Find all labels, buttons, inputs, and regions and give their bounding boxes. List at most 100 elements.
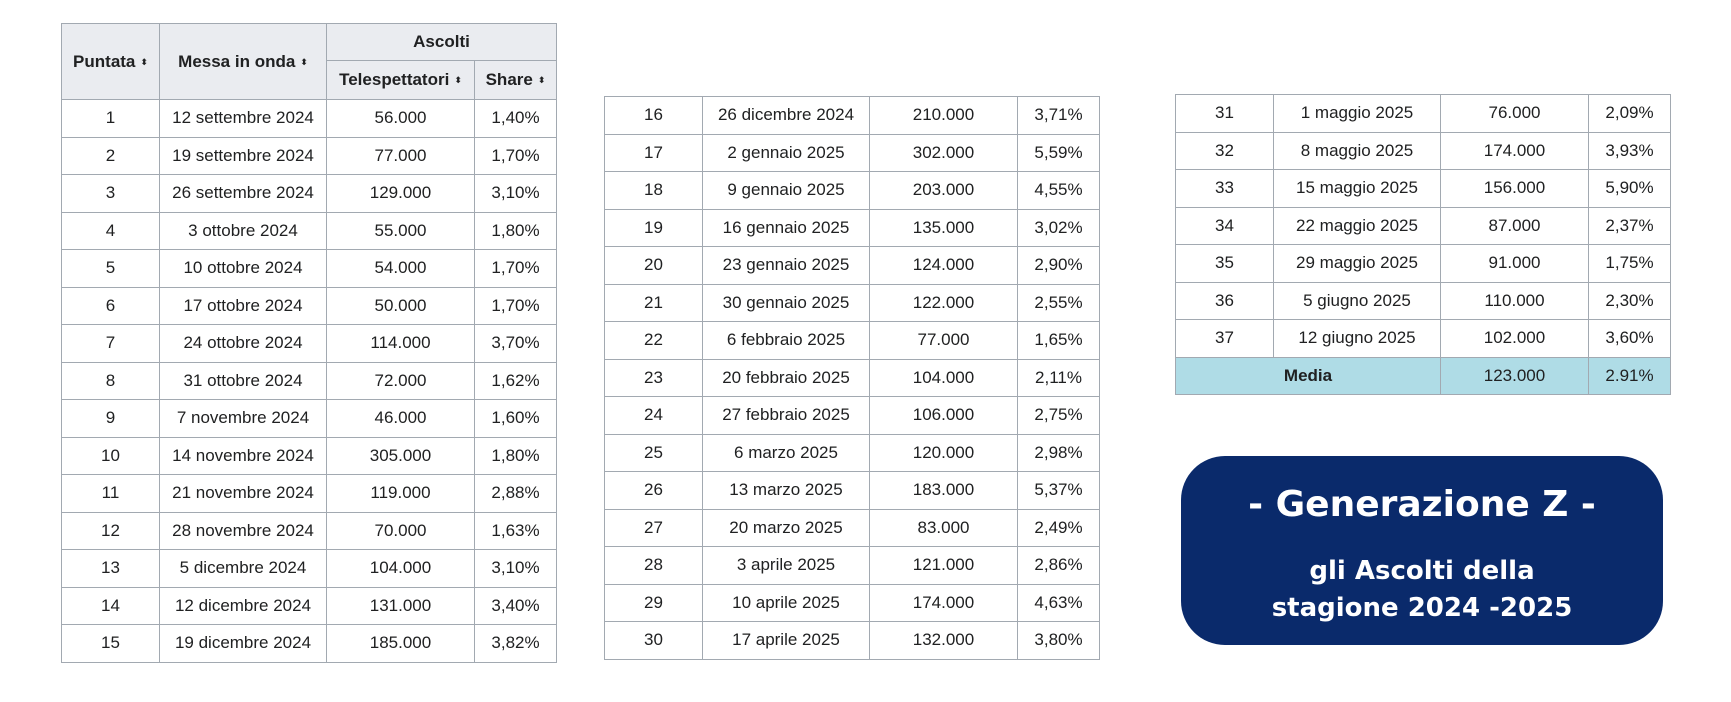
table-row: 29 10 aprile 2025 174.000 4,63% <box>604 583 1100 622</box>
cell-messa-in-onda: 23 gennaio 2025 <box>702 246 870 285</box>
column-header-label: Share <box>485 70 533 89</box>
cell-telespettatori: 185.000 <box>326 624 475 663</box>
average-viewers: 123.000 <box>1440 356 1589 395</box>
cell-telespettatori: 203.000 <box>869 171 1018 210</box>
cell-share: 2,09% <box>1588 94 1671 133</box>
table-row: 33 15 maggio 2025 156.000 5,90% <box>1175 169 1671 208</box>
cell-share: 1,63% <box>474 511 557 550</box>
table-row: 20 23 gennaio 2025 124.000 2,90% <box>604 246 1100 285</box>
cell-telespettatori: 305.000 <box>326 436 475 475</box>
cell-share: 2,86% <box>1017 546 1100 585</box>
cell-puntata: 3 <box>61 174 160 213</box>
title-banner: - Generazione Z - gli Ascolti della stag… <box>1181 456 1663 645</box>
cell-telespettatori: 54.000 <box>326 249 475 288</box>
cell-puntata: 22 <box>604 321 703 360</box>
cell-share: 3,80% <box>1017 621 1100 660</box>
cell-messa-in-onda: 22 maggio 2025 <box>1273 206 1441 245</box>
sort-icon[interactable]: ⬍ <box>454 75 462 86</box>
table-row: 17 2 gennaio 2025 302.000 5,59% <box>604 133 1100 172</box>
table-row: 14 12 dicembre 2024 131.000 3,40% <box>61 586 557 625</box>
cell-telespettatori: 122.000 <box>869 283 1018 322</box>
cell-telespettatori: 72.000 <box>326 361 475 400</box>
table-row: 19 16 gennaio 2025 135.000 3,02% <box>604 208 1100 247</box>
cell-messa-in-onda: 26 dicembre 2024 <box>702 96 870 135</box>
cell-telespettatori: 119.000 <box>326 474 475 513</box>
table-row: 2 19 settembre 2024 77.000 1,70% <box>61 136 557 175</box>
cell-telespettatori: 120.000 <box>869 433 1018 472</box>
column-header-label: Telespettatori <box>339 70 450 89</box>
cell-telespettatori: 302.000 <box>869 133 1018 172</box>
cell-share: 2,98% <box>1017 433 1100 472</box>
cell-messa-in-onda: 14 novembre 2024 <box>159 436 327 475</box>
cell-messa-in-onda: 12 dicembre 2024 <box>159 586 327 625</box>
table-row: 12 28 novembre 2024 70.000 1,63% <box>61 511 557 550</box>
cell-telespettatori: 77.000 <box>869 321 1018 360</box>
cell-telespettatori: 132.000 <box>869 621 1018 660</box>
cell-puntata: 15 <box>61 624 160 663</box>
cell-puntata: 33 <box>1175 169 1274 208</box>
average-share: 2.91% <box>1588 356 1671 395</box>
table-row: 27 20 marzo 2025 83.000 2,49% <box>604 508 1100 547</box>
column-header-messa-in-onda[interactable]: Messa in onda ⬍ <box>159 23 327 100</box>
cell-telespettatori: 131.000 <box>326 586 475 625</box>
table-row: 36 5 giugno 2025 110.000 2,30% <box>1175 281 1671 320</box>
cell-telespettatori: 56.000 <box>326 99 475 138</box>
cell-telespettatori: 104.000 <box>869 358 1018 397</box>
cell-share: 2,90% <box>1017 246 1100 285</box>
table-row: 10 14 novembre 2024 305.000 1,80% <box>61 436 557 475</box>
cell-share: 1,70% <box>474 136 557 175</box>
table-row: 32 8 maggio 2025 174.000 3,93% <box>1175 131 1671 170</box>
cell-messa-in-onda: 5 dicembre 2024 <box>159 549 327 588</box>
cell-messa-in-onda: 6 marzo 2025 <box>702 433 870 472</box>
column-header-puntata[interactable]: Puntata ⬍ <box>61 23 160 100</box>
cell-messa-in-onda: 19 dicembre 2024 <box>159 624 327 663</box>
cell-share: 2,11% <box>1017 358 1100 397</box>
cell-share: 4,63% <box>1017 583 1100 622</box>
cell-puntata: 28 <box>604 546 703 585</box>
cell-telespettatori: 183.000 <box>869 471 1018 510</box>
ratings-table-episodes-31-37: 31 1 maggio 2025 76.000 2,09% 32 8 maggio 202… <box>1175 94 1671 395</box>
cell-share: 5,90% <box>1588 169 1671 208</box>
cell-puntata: 4 <box>61 211 160 250</box>
column-header-label: Messa in onda <box>178 51 296 71</box>
table-row: 3 26 settembre 2024 129.000 3,10% <box>61 174 557 213</box>
table-row: 5 10 ottobre 2024 54.000 1,70% <box>61 249 557 288</box>
table-row: 28 3 aprile 2025 121.000 2,86% <box>604 546 1100 585</box>
cell-share: 2,75% <box>1017 396 1100 435</box>
cell-puntata: 9 <box>61 399 160 438</box>
cell-puntata: 37 <box>1175 319 1274 358</box>
cell-share: 3,10% <box>474 174 557 213</box>
cell-messa-in-onda: 5 giugno 2025 <box>1273 281 1441 320</box>
cell-puntata: 5 <box>61 249 160 288</box>
table-row: 23 20 febbraio 2025 104.000 2,11% <box>604 358 1100 397</box>
table-row: 21 30 gennaio 2025 122.000 2,55% <box>604 283 1100 322</box>
cell-share: 3,70% <box>474 324 557 363</box>
cell-share: 5,59% <box>1017 133 1100 172</box>
cell-messa-in-onda: 17 ottobre 2024 <box>159 286 327 325</box>
cell-messa-in-onda: 9 gennaio 2025 <box>702 171 870 210</box>
cell-telespettatori: 210.000 <box>869 96 1018 135</box>
cell-puntata: 30 <box>604 621 703 660</box>
cell-puntata: 14 <box>61 586 160 625</box>
table-row: 6 17 ottobre 2024 50.000 1,70% <box>61 286 557 325</box>
sort-icon[interactable]: ⬍ <box>300 56 308 67</box>
cell-messa-in-onda: 21 novembre 2024 <box>159 474 327 513</box>
cell-telespettatori: 70.000 <box>326 511 475 550</box>
sort-icon[interactable]: ⬍ <box>140 56 148 67</box>
cell-messa-in-onda: 6 febbraio 2025 <box>702 321 870 360</box>
cell-messa-in-onda: 20 marzo 2025 <box>702 508 870 547</box>
table-row: 30 17 aprile 2025 132.000 3,80% <box>604 621 1100 660</box>
cell-messa-in-onda: 24 ottobre 2024 <box>159 324 327 363</box>
cell-telespettatori: 174.000 <box>869 583 1018 622</box>
table-row: 7 24 ottobre 2024 114.000 3,70% <box>61 324 557 363</box>
cell-telespettatori: 114.000 <box>326 324 475 363</box>
table-row: 34 22 maggio 2025 87.000 2,37% <box>1175 206 1671 245</box>
sort-icon[interactable]: ⬍ <box>537 75 546 86</box>
cell-puntata: 18 <box>604 171 703 210</box>
column-header-share[interactable]: Share ⬍ <box>474 60 557 100</box>
cell-share: 5,37% <box>1017 471 1100 510</box>
cell-puntata: 11 <box>61 474 160 513</box>
column-header-telespettatori[interactable]: Telespettatori ⬍ <box>326 60 475 100</box>
